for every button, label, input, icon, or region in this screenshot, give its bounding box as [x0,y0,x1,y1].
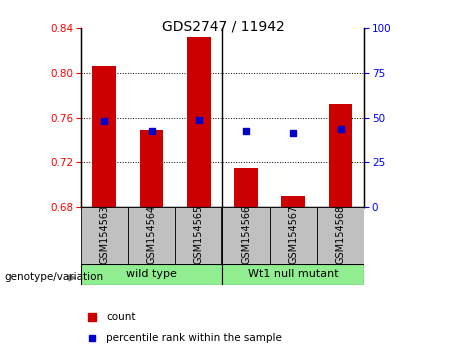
Bar [93,66,116,207]
Text: GSM154568: GSM154568 [336,205,346,264]
Text: count: count [106,312,136,322]
Text: GSM154567: GSM154567 [288,205,298,264]
Text: GSM154565: GSM154565 [194,205,204,264]
Text: percentile rank within the sample: percentile rank within the sample [106,332,282,343]
Bar [81,207,128,264]
Text: GDS2747 / 11942: GDS2747 / 11942 [162,19,285,34]
Text: wild type: wild type [126,269,177,279]
Bar [329,104,352,207]
Bar [234,168,258,207]
Bar [222,207,270,264]
Bar [317,207,364,264]
Text: GSM154563: GSM154563 [99,205,109,264]
Bar [81,264,222,285]
Bar [140,130,163,207]
Text: Wt1 null mutant: Wt1 null mutant [248,269,339,279]
Text: GSM154566: GSM154566 [241,205,251,264]
Bar [128,207,175,264]
Text: GSM154564: GSM154564 [147,205,157,264]
Bar [222,264,364,285]
Bar [282,196,305,207]
Bar [270,207,317,264]
Text: genotype/variation: genotype/variation [5,272,104,282]
Bar [175,207,222,264]
Bar [187,37,211,207]
